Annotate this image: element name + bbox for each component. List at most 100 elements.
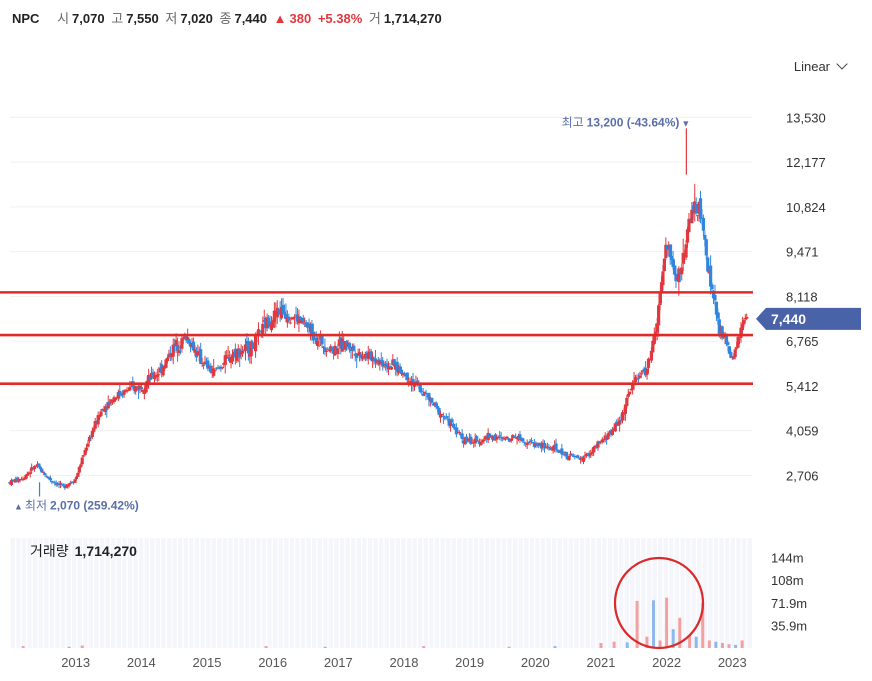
candle-body: [209, 365, 213, 373]
volume-bar: [422, 646, 426, 648]
candle-body: [701, 217, 706, 231]
candle-body: [674, 273, 678, 282]
candle-body: [664, 244, 668, 259]
candle-body: [668, 244, 672, 258]
candle-body: [51, 481, 55, 483]
candle-body: [349, 349, 353, 352]
candle-body: [421, 394, 425, 396]
volume-bar: [671, 629, 675, 648]
candle-body: [288, 322, 292, 324]
stock-summary-header: NPC 시 7,070 고 7,550 저 7,020 종 7,440 ▲ 380 +5.…: [12, 8, 445, 27]
candle-body: [680, 267, 684, 275]
candle-body: [677, 268, 681, 283]
candle-body: [84, 447, 89, 451]
candle-body: [187, 339, 191, 344]
candle-body: [436, 406, 440, 409]
low-marker-value: 2,070 (259.42%): [50, 498, 139, 512]
candle-body: [593, 445, 597, 448]
candle-body: [330, 347, 334, 351]
candle-body: [606, 433, 610, 439]
candle-body: [529, 440, 534, 442]
ticker-symbol: NPC: [12, 11, 40, 26]
candle-body: [320, 335, 324, 345]
candle-body: [714, 301, 719, 315]
candle-body: [43, 473, 47, 476]
candle-body: [482, 439, 486, 442]
candle-body: [560, 448, 564, 455]
x-tick-label: 2018: [390, 655, 419, 670]
candle-body: [625, 397, 629, 406]
volume-bar: [720, 642, 724, 648]
open-value: 7,070: [72, 11, 105, 26]
candle-body: [710, 284, 714, 289]
candle-body: [531, 441, 535, 444]
candle-body: [649, 350, 654, 361]
candle-body: [652, 335, 656, 344]
candle-body: [99, 411, 103, 417]
candle-body: [155, 374, 159, 378]
change-value: 380: [289, 11, 312, 26]
candle-body: [366, 352, 370, 359]
candle-body: [134, 386, 138, 392]
candle-body: [681, 252, 685, 264]
volume-bar: [264, 646, 268, 648]
x-tick-label: 2021: [587, 655, 616, 670]
candle-body: [212, 368, 216, 376]
y-tick-label: 5,412: [786, 379, 819, 394]
candle-body: [271, 320, 275, 328]
candle-body: [108, 401, 112, 405]
candle-body: [431, 404, 435, 406]
candle-body: [502, 437, 506, 440]
volume-value: 1,714,270: [383, 11, 442, 26]
candle-body: [525, 442, 529, 446]
candle-body: [87, 436, 92, 442]
y-tick-label: 9,471: [786, 245, 819, 260]
candle-body: [427, 393, 431, 400]
candle-body: [90, 430, 94, 437]
candle-body: [97, 415, 102, 418]
candle-body: [206, 360, 210, 369]
candle-body: [651, 340, 655, 353]
candle-body: [742, 320, 746, 325]
candle-body: [496, 436, 500, 438]
candle-body: [570, 454, 574, 456]
candle-body: [430, 397, 434, 403]
candle-body: [434, 402, 438, 408]
candle-body: [66, 484, 70, 487]
candle-body: [152, 376, 157, 380]
volume-tick-label: 71.9m: [771, 596, 807, 611]
candle-body: [80, 457, 84, 465]
candle-body: [633, 377, 638, 382]
candle-body: [352, 345, 356, 351]
candle-body: [631, 383, 635, 390]
candle-body: [729, 352, 733, 358]
y-tick-label: 12,177: [786, 155, 826, 170]
candle-body: [118, 390, 122, 396]
candle-body: [567, 456, 571, 461]
candle-body: [17, 480, 21, 482]
candle-body: [561, 454, 565, 456]
candle-body: [25, 473, 29, 476]
candle-body: [440, 413, 444, 415]
candle-body: [82, 455, 86, 457]
candle-body: [657, 305, 661, 326]
candle-body: [31, 468, 35, 470]
y-tick-label: 4,059: [786, 424, 819, 439]
volume-bar: [67, 646, 71, 648]
candle-body: [398, 366, 402, 372]
scale-dropdown-value: Linear: [793, 59, 830, 74]
current-price-label: 7,440: [771, 311, 806, 327]
y-tick-label: 6,765: [786, 334, 819, 349]
volume-bar: [707, 640, 711, 648]
candle-body: [646, 358, 651, 368]
candle-body: [317, 338, 321, 340]
candle-body: [449, 421, 453, 427]
candle-body: [223, 355, 227, 365]
candle-body: [151, 372, 155, 378]
candle-body: [671, 258, 675, 267]
candle-body: [645, 369, 649, 375]
candle-body: [67, 483, 71, 486]
scale-dropdown[interactable]: Linear: [793, 58, 848, 74]
candle-body: [587, 453, 591, 457]
